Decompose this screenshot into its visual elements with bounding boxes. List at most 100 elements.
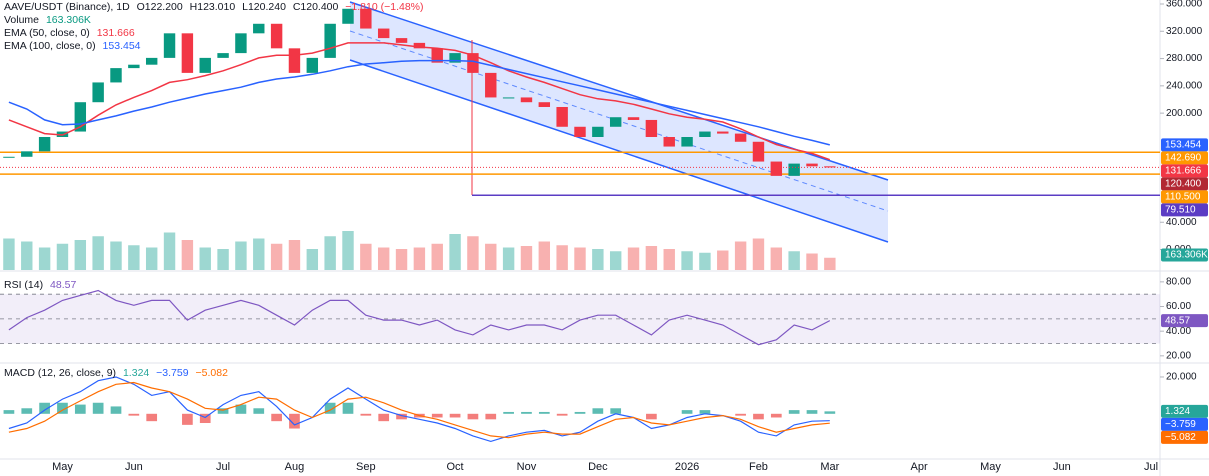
x-tick-label: Mar — [820, 461, 839, 473]
candle — [181, 33, 194, 73]
x-tick-label: 2026 — [675, 461, 699, 473]
macd-histogram — [824, 411, 836, 414]
legend-label: RSI (14) — [4, 279, 44, 291]
macd-histogram — [431, 413, 443, 418]
candle — [360, 8, 372, 29]
volume-bar — [395, 249, 408, 270]
volume-bar — [502, 247, 515, 270]
volume-bar — [3, 238, 15, 270]
x-tick-label: Dec — [588, 461, 608, 473]
candle — [145, 57, 158, 65]
volume-bar — [770, 247, 783, 270]
candle — [717, 131, 729, 134]
macd-histogram — [556, 413, 568, 416]
macd-histogram — [538, 411, 550, 414]
y-tick-label: 40.000 — [1166, 217, 1197, 228]
volume-bar — [431, 243, 443, 270]
macd-histogram — [699, 410, 711, 414]
candle — [806, 163, 818, 167]
price-label: 142.690 — [1165, 153, 1202, 164]
channel-upper — [349, 1, 889, 181]
volume-bar — [270, 243, 283, 270]
volume-bar — [609, 251, 622, 270]
candle — [217, 53, 229, 58]
macd-histogram — [378, 413, 390, 422]
volume-bar — [38, 247, 51, 270]
macd-histogram — [646, 413, 657, 420]
candle — [520, 97, 533, 103]
y-tick-label: 20.000 — [1166, 372, 1197, 383]
candle — [413, 42, 426, 49]
candle — [163, 33, 176, 58]
macd-histogram — [146, 413, 158, 422]
candle — [538, 102, 551, 107]
volume-bar — [520, 246, 533, 270]
volume-bar — [627, 247, 640, 270]
volume-bar — [752, 238, 765, 270]
candle — [270, 23, 283, 49]
volume-bar — [74, 240, 87, 270]
volume-bar — [645, 246, 658, 270]
volume-bar — [288, 240, 301, 270]
volume-bar — [717, 250, 729, 270]
macd-histogram — [770, 413, 782, 418]
ohlc: H123.010 — [189, 1, 236, 13]
volume-bar — [556, 245, 568, 270]
legend-value: 1.324 — [122, 367, 150, 379]
macd-histogram — [788, 410, 800, 414]
volume-bar — [145, 247, 158, 270]
volume-bar — [163, 232, 176, 270]
candle — [110, 68, 122, 83]
price-label: 79.510 — [1165, 205, 1196, 216]
price-label: 163.306K — [1165, 250, 1208, 261]
candle — [824, 166, 836, 168]
symbol: AAVE/USDT (Binance), 1D — [4, 1, 130, 13]
volume-bar — [592, 249, 604, 270]
candle — [235, 33, 247, 54]
macd-histogram — [485, 413, 497, 420]
legend-row: AAVE/USDT (Binance), 1D O122.200 H123.01… — [4, 1, 428, 14]
ohlc: L120.240 — [242, 1, 286, 13]
x-tick-label: Aug — [285, 461, 305, 473]
legend-value: 163.306K — [45, 14, 91, 26]
volume-bar — [467, 236, 479, 270]
x-tick-label: May — [52, 461, 73, 473]
macd-histogram — [92, 402, 104, 414]
macd-histogram — [503, 411, 514, 414]
y-tick-label: 80.00 — [1166, 277, 1191, 288]
y-tick-label: 40.00 — [1166, 326, 1191, 337]
volume-bar — [199, 247, 211, 270]
macd-histogram — [289, 413, 300, 429]
macd-histogram — [21, 408, 33, 414]
y-tick-label: 240.000 — [1166, 80, 1203, 91]
macd-histogram — [753, 413, 764, 420]
ema-line — [8, 59, 830, 146]
volume-bar — [56, 243, 69, 270]
candle — [752, 141, 765, 162]
candle — [199, 57, 211, 73]
macd-histogram — [360, 413, 372, 416]
x-tick-label: May — [980, 461, 1001, 473]
legend-row: Volume 163.306K — [4, 14, 428, 27]
x-tick-label: Apr — [911, 461, 928, 473]
candle — [734, 133, 747, 142]
legend-value: −5.082 — [195, 367, 228, 379]
candle — [128, 64, 140, 69]
legend-value: −3.759 — [156, 367, 189, 379]
candle — [377, 28, 390, 39]
legend-label: MACD (12, 26, close, 9) — [4, 367, 117, 379]
legend-macd: MACD (12, 26, close, 9) 1.324 −3.759 −5.… — [4, 367, 232, 380]
legend-label: EMA (100, close, 0) — [4, 40, 96, 52]
y-tick-label: 60.00 — [1166, 301, 1191, 312]
macd-histogram — [39, 402, 50, 414]
volume-bar — [681, 251, 693, 270]
candle — [21, 151, 33, 157]
ema-line — [8, 42, 831, 161]
ohlc: C120.400 — [292, 1, 339, 13]
volume-bar — [806, 253, 818, 270]
macd-histogram — [735, 413, 746, 416]
macd-histogram — [3, 410, 15, 414]
volume-bar — [413, 247, 426, 270]
